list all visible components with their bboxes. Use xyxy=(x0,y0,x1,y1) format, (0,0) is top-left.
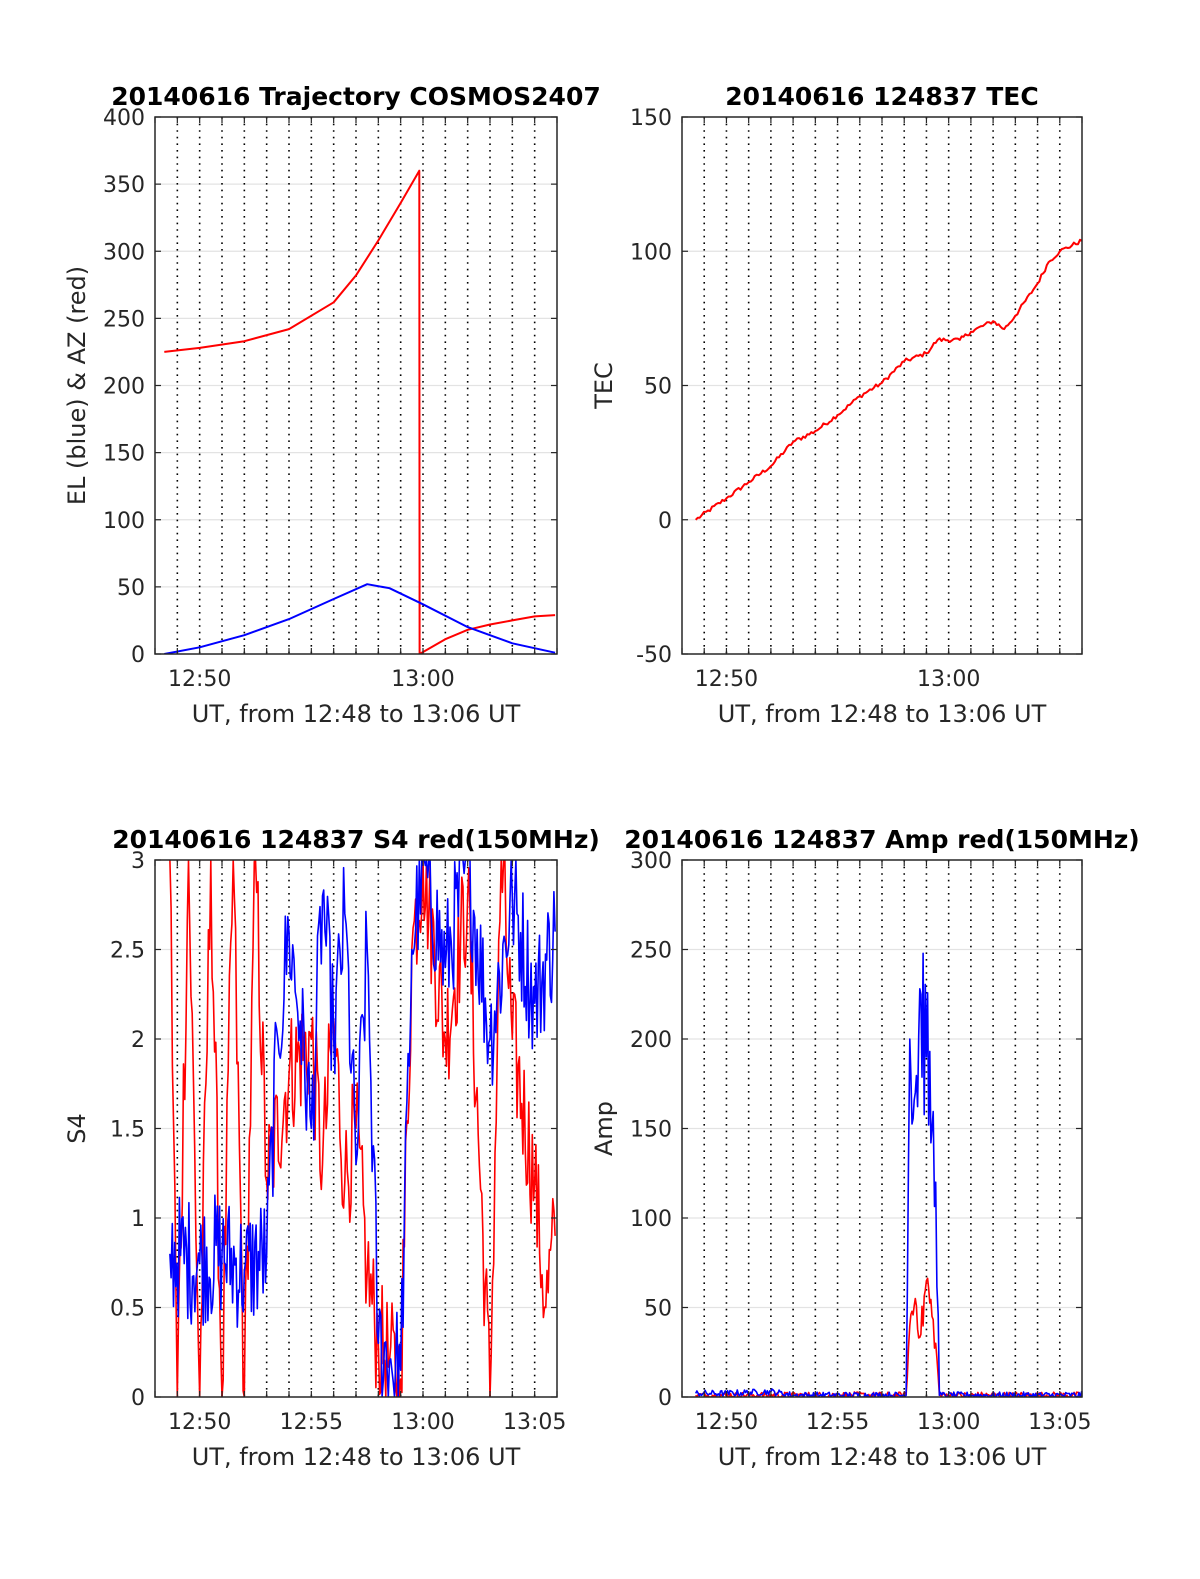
x-axis-label: UT, from 12:48 to 13:06 UT xyxy=(192,1443,521,1471)
chart-title: 20140616 124837 TEC xyxy=(725,82,1038,111)
x-tick-label: 13:05 xyxy=(1028,1410,1091,1435)
y-tick-label: 350 xyxy=(103,173,145,198)
x-tick-label: 13:05 xyxy=(503,1410,566,1435)
y-tick-label: 1.5 xyxy=(110,1118,145,1143)
y-tick-label: 200 xyxy=(630,1028,672,1053)
x-tick-label: 12:55 xyxy=(280,1410,343,1435)
series-line-1 xyxy=(169,860,556,1397)
x-tick-label: 13:00 xyxy=(917,667,980,692)
series-line-2 xyxy=(164,583,556,654)
y-tick-label: 400 xyxy=(103,106,145,131)
y-tick-label: 300 xyxy=(630,849,672,874)
y-tick-label: 3 xyxy=(131,849,145,874)
y-tick-label: 150 xyxy=(103,442,145,467)
y-tick-label: 0.5 xyxy=(110,1297,145,1322)
series-line-2 xyxy=(169,860,556,1397)
chart-title: 20140616 Trajectory COSMOS2407 xyxy=(111,82,601,111)
y-tick-label: 0 xyxy=(131,643,145,668)
y-axis-label: S4 xyxy=(63,1113,91,1144)
y-tick-label: 50 xyxy=(644,1297,672,1322)
x-tick-label: 13:00 xyxy=(391,667,454,692)
chart-panel-2: -50 0 50 100 150 12:50 13:00 UT, from 12:48 to … xyxy=(590,82,1083,728)
y-tick-label: -50 xyxy=(636,643,672,668)
series-line-1 xyxy=(694,238,1082,521)
series-line-1 xyxy=(164,169,556,654)
y-tick-label: 250 xyxy=(103,307,145,332)
y-tick-label: 100 xyxy=(630,240,672,265)
y-tick-label: 150 xyxy=(630,106,672,131)
chart-title: 20140616 124837 Amp red(150MHz) xyxy=(624,825,1140,854)
chart-panel-3: 0 0.5 1 1.5 2 2.5 3 12:50 12:55 13:00 13:05 UT, fro… xyxy=(63,825,600,1471)
y-tick-label: 1 xyxy=(131,1207,145,1232)
y-tick-label: 250 xyxy=(630,939,672,964)
y-tick-label: 300 xyxy=(103,240,145,265)
y-tick-label: 150 xyxy=(630,1118,672,1143)
chart-panel-4: 0 50 100 150 200 250 300 12:50 12:55 13:00 13:05 UT… xyxy=(590,825,1140,1471)
series-group xyxy=(694,238,1082,521)
series-line-2 xyxy=(694,952,1082,1397)
x-tick-label: 13:00 xyxy=(391,1410,454,1435)
x-axis-label: UT, from 12:48 to 13:06 UT xyxy=(718,700,1047,728)
y-axis-label: Amp xyxy=(590,1101,618,1156)
y-axis-label: TEC xyxy=(590,362,618,410)
x-tick-label: 12:50 xyxy=(695,667,758,692)
x-tick-label: 12:50 xyxy=(168,667,231,692)
series-group xyxy=(164,169,556,654)
x-tick-label: 12:50 xyxy=(168,1410,231,1435)
series-group xyxy=(169,860,556,1397)
y-tick-label: 100 xyxy=(630,1207,672,1232)
x-axis-label: UT, from 12:48 to 13:06 UT xyxy=(192,700,521,728)
x-axis-label: UT, from 12:48 to 13:06 UT xyxy=(718,1443,1047,1471)
y-tick-label: 0 xyxy=(658,1386,672,1411)
y-axis-label: EL (blue) & AZ (red) xyxy=(63,266,91,505)
y-tick-label: 200 xyxy=(103,375,145,400)
y-tick-label: 50 xyxy=(644,375,672,400)
y-tick-label: 2.5 xyxy=(110,939,145,964)
chart-title: 20140616 124837 S4 red(150MHz) xyxy=(112,825,600,854)
x-tick-label: 12:50 xyxy=(695,1410,758,1435)
y-tick-label: 50 xyxy=(117,576,145,601)
x-tick-label: 12:55 xyxy=(806,1410,869,1435)
y-tick-label: 0 xyxy=(658,509,672,534)
y-tick-label: 2 xyxy=(131,1028,145,1053)
y-tick-label: 100 xyxy=(103,509,145,534)
x-tick-label: 13:00 xyxy=(917,1410,980,1435)
y-tick-label: 0 xyxy=(131,1386,145,1411)
chart-panel-1: 0 50 100 150 200 250 300 350 400 12:50 13:00 UT, fr… xyxy=(63,82,601,728)
